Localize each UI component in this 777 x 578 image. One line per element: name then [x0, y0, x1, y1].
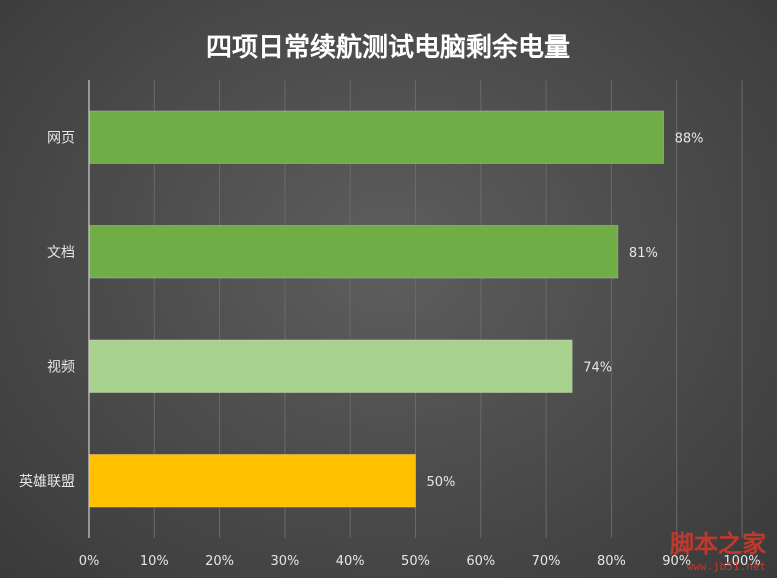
x-tick-label: 40% — [336, 554, 365, 569]
bars — [88, 110, 664, 508]
bar — [88, 339, 573, 393]
x-tick-label: 0% — [79, 554, 100, 569]
data-label: 88% — [675, 131, 704, 146]
data-labels: 88% 81% 74% 50% — [427, 131, 704, 490]
x-tick-label: 30% — [270, 554, 299, 569]
x-tick-label: 50% — [401, 554, 430, 569]
watermark-text: 脚本之家 — [670, 529, 766, 558]
bar — [88, 110, 664, 164]
x-tick-label: 10% — [140, 554, 169, 569]
x-tick-label: 90% — [662, 554, 691, 569]
x-tick-label: 60% — [466, 554, 495, 569]
x-tick-label: 20% — [205, 554, 234, 569]
chart-title: 四项日常续航测试电脑剩余电量 — [206, 32, 570, 63]
category-label: 网页 — [47, 130, 75, 146]
category-label: 文档 — [47, 245, 75, 261]
x-tick-label: 80% — [597, 554, 626, 569]
data-label: 74% — [583, 360, 612, 375]
x-tick-label: 70% — [532, 554, 561, 569]
data-label: 81% — [629, 246, 658, 261]
bar — [88, 454, 416, 508]
x-tick-label: 100% — [723, 554, 760, 569]
bar — [88, 225, 619, 279]
data-label: 50% — [427, 475, 456, 490]
watermark: 脚本之家 www.jb51.net — [670, 529, 766, 573]
category-label: 英雄联盟 — [19, 473, 75, 490]
x-tick-labels: 0% 10% 20% 30% 40% 50% 60% 70% 80% 90% 100% — [79, 554, 761, 569]
watermark-url: www.jb51.net — [687, 560, 766, 573]
category-label: 视频 — [47, 359, 75, 375]
